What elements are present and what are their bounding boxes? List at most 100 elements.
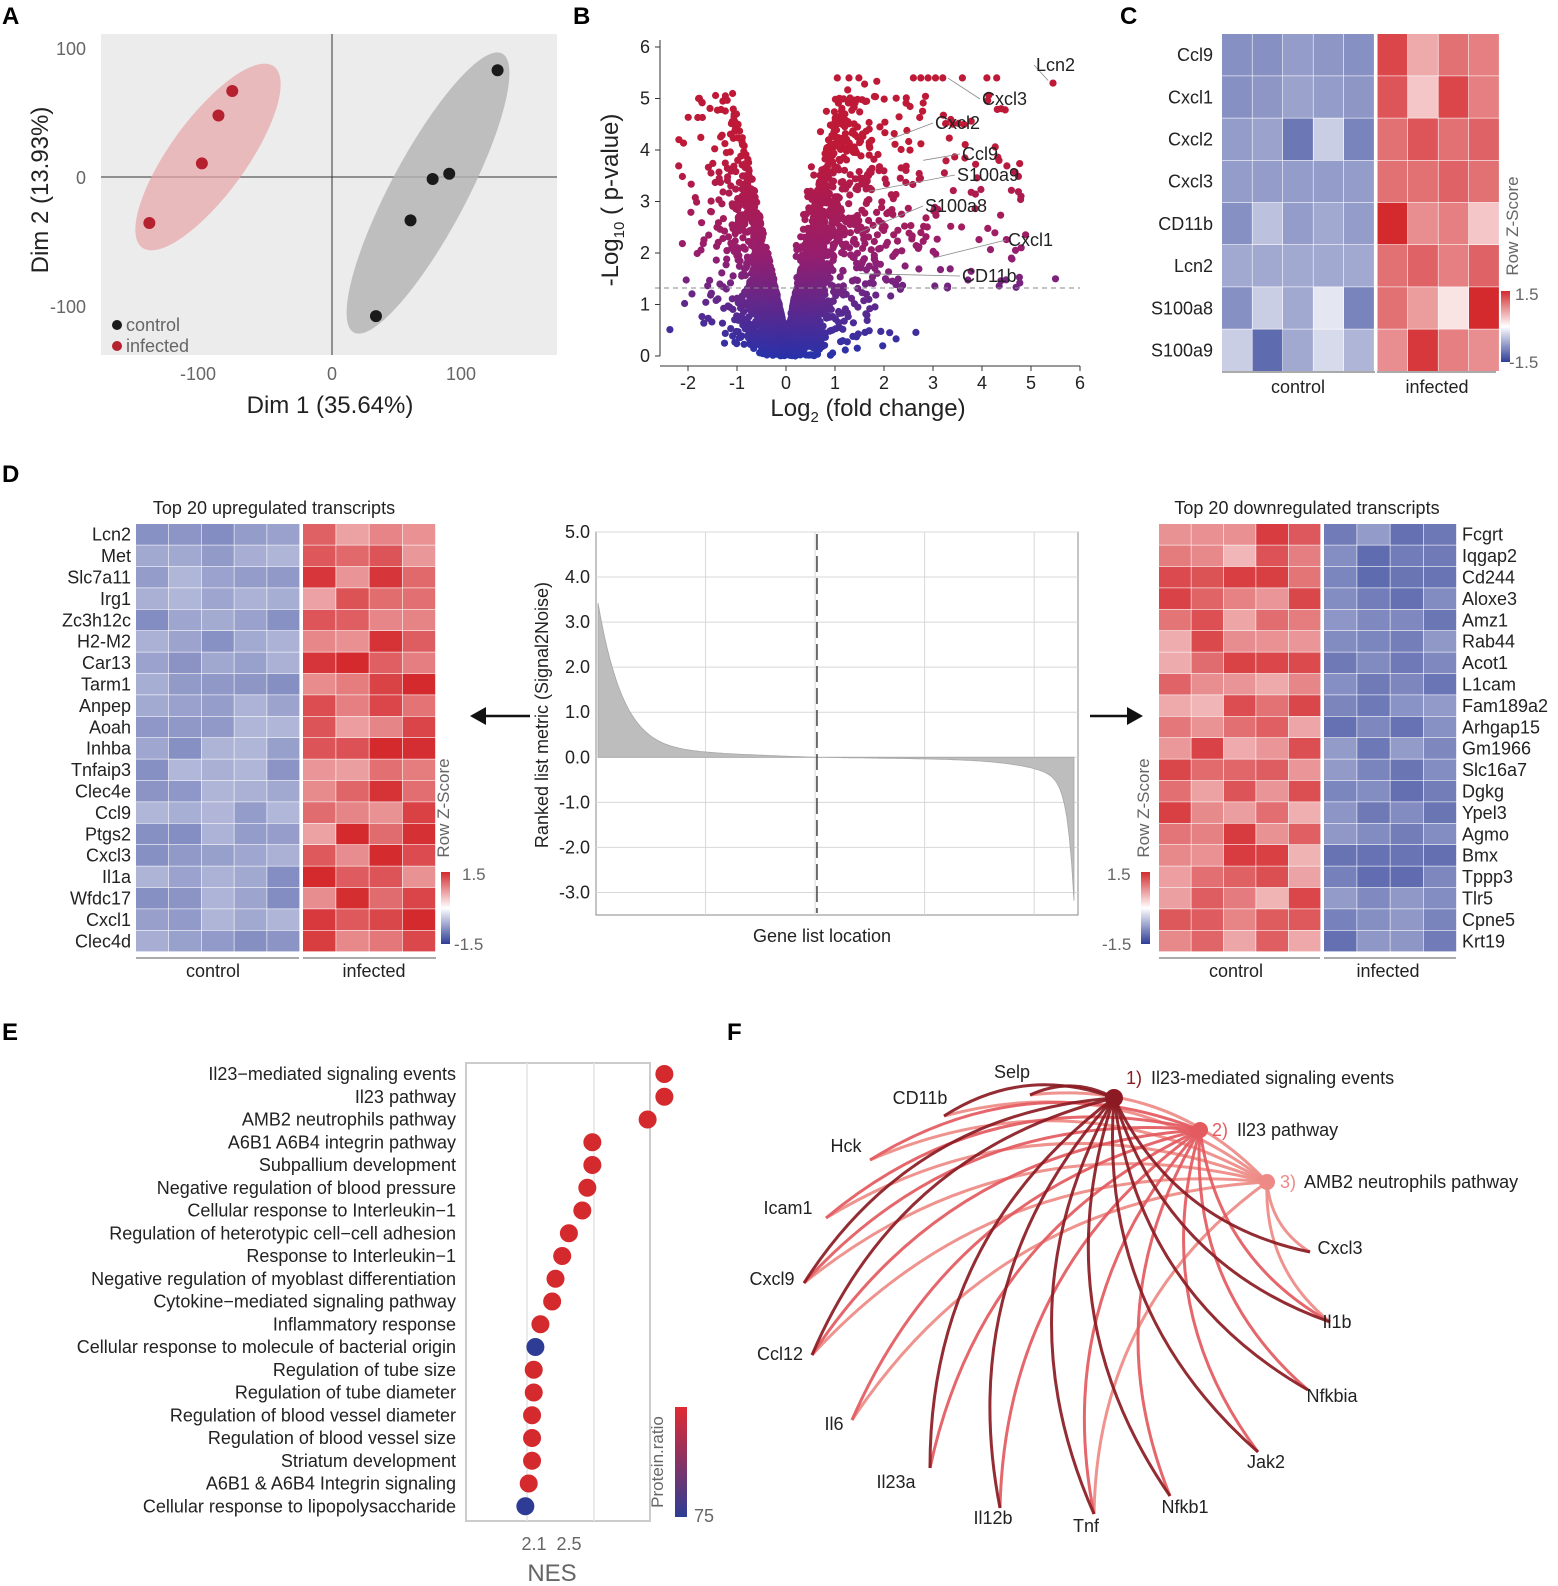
volcano-point	[879, 342, 887, 350]
volcano-point	[715, 174, 723, 182]
dotplot-dot	[543, 1292, 562, 1311]
volcano-ytick: 0	[640, 346, 650, 366]
heatmap-cell	[1288, 909, 1321, 930]
heatmap-cell	[1324, 738, 1357, 759]
heatmap-cell	[402, 673, 436, 695]
heatmap-c-infected-label: infected	[1405, 377, 1468, 397]
pca-point-control	[404, 214, 417, 227]
volcano-point	[873, 231, 882, 239]
volcano-ytick: 3	[640, 192, 650, 212]
heatmap-cell	[168, 524, 201, 545]
volcano-xtick: 3	[928, 373, 938, 393]
heatmap-cell	[1288, 759, 1321, 781]
volcano-point	[738, 271, 746, 279]
network-edge	[810, 1177, 1268, 1357]
volcano-point	[967, 267, 975, 275]
heatmap-up-legend-title: Row Z-Score	[434, 758, 453, 857]
heatmap-cell	[1390, 609, 1423, 631]
heatmap-cell	[1256, 930, 1288, 952]
volcano-point	[836, 273, 844, 281]
heatmap-cell	[1390, 759, 1423, 781]
volcano-point	[983, 74, 991, 82]
heatmap-c-cell	[1344, 118, 1374, 160]
volcano-point	[718, 131, 726, 139]
volcano-point	[723, 255, 731, 263]
volcano-point	[895, 113, 903, 121]
volcano-point	[678, 240, 687, 248]
volcano-point	[1007, 254, 1016, 262]
network-edge	[1182, 1129, 1260, 1453]
volcano-ytick: 1	[640, 295, 650, 315]
volcano-point	[865, 327, 873, 335]
network-edge	[1082, 1128, 1202, 1515]
volcano-point	[912, 328, 920, 336]
heatmap-cell	[267, 823, 300, 845]
heatmap-cell	[136, 588, 169, 609]
heatmap-cell	[1390, 673, 1423, 695]
volcano-point	[961, 141, 969, 149]
volcano-point	[881, 118, 889, 126]
heatmap-cell	[1357, 780, 1390, 802]
heatmap-cell	[1288, 588, 1321, 609]
heatmap-cell	[1390, 545, 1423, 567]
volcano-point	[909, 180, 917, 189]
volcano-point	[906, 146, 914, 154]
volcano-point	[833, 74, 841, 82]
dotplot-dot	[573, 1201, 592, 1220]
volcano-point	[920, 222, 928, 230]
volcano-point	[942, 120, 950, 128]
volcano-point	[878, 198, 886, 206]
heatmap-cell	[168, 802, 201, 823]
heatmap-cell	[1288, 738, 1321, 759]
ranked-grid	[596, 531, 1078, 915]
pca-point-control	[443, 167, 456, 180]
pca-point-control	[426, 172, 439, 185]
heatmap-row-label: Inhba	[86, 739, 132, 759]
heatmap-c-cell	[1252, 34, 1283, 76]
heatmap-cell	[234, 588, 267, 609]
heatmap-cell	[267, 845, 300, 866]
infected-ellipse	[135, 63, 281, 251]
volcano-point	[887, 292, 895, 300]
heatmap-cell	[1390, 524, 1423, 545]
heatmap-c-cell	[1469, 329, 1499, 371]
heatmap-cell	[201, 609, 234, 631]
heatmap-cell	[1191, 652, 1224, 674]
volcano-point	[861, 80, 869, 88]
volcano-point	[666, 326, 674, 334]
volcano-point	[871, 264, 879, 273]
heatmap-cell	[1223, 631, 1256, 652]
heatmap-cell	[168, 823, 201, 845]
volcano-point	[907, 222, 915, 230]
volcano-point	[810, 171, 818, 179]
heatmap-cell	[136, 759, 169, 781]
volcano-point	[1014, 188, 1023, 196]
heatmap-row-label: Dgkg	[1462, 782, 1504, 802]
heatmap-up-infected-label: infected	[342, 961, 405, 981]
ranked-xlabel: Gene list location	[753, 926, 891, 946]
heatmap-c-cell	[1252, 160, 1283, 203]
volcano-point	[687, 208, 695, 216]
network-hub-label: 1) Il23-mediated signaling events	[1126, 1068, 1394, 1088]
volcano-point	[967, 188, 975, 196]
pathway-network: Selp CD11b Hck Icam1 Cxcl9 Ccl12 Il6 Il23a Il12b…	[749, 1062, 1518, 1536]
heatmap-cell	[168, 866, 201, 888]
volcano-point	[902, 94, 910, 102]
heatmap-cell	[267, 909, 300, 930]
heatmap-cell	[1223, 695, 1256, 716]
volcano-point	[870, 237, 878, 246]
volcano-point	[840, 153, 848, 162]
heatmap-cell	[201, 631, 234, 652]
heatmap-cell	[201, 524, 234, 545]
volcano-point	[839, 337, 847, 345]
volcano-point	[829, 349, 837, 357]
volcano-point	[850, 235, 858, 243]
heatmap-cell	[1256, 588, 1288, 609]
volcano-point	[854, 330, 862, 338]
heatmap-cell	[369, 738, 402, 759]
heatmap-cell	[1256, 695, 1288, 716]
volcano-point	[866, 184, 874, 192]
heatmap-cell	[1191, 930, 1224, 952]
volcano-point	[807, 187, 815, 195]
volcano-point	[726, 279, 735, 287]
